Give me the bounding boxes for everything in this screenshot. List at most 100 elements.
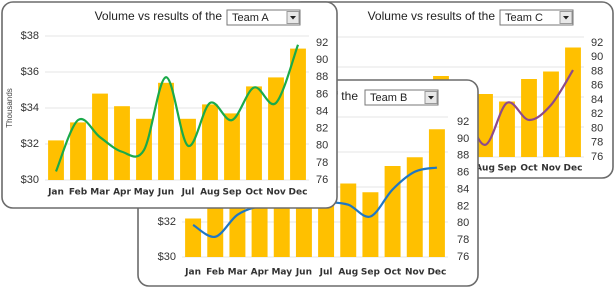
x-tick-label: Jan — [184, 268, 201, 278]
x-tick-label: Mar — [90, 188, 110, 198]
y2-tick-label: 92 — [457, 116, 469, 128]
y-tick-label: $38 — [21, 30, 39, 42]
x-tick-label: Sep — [361, 268, 381, 278]
x-tick-label: Jun — [157, 188, 174, 198]
y2-tick-label: 84 — [316, 105, 328, 117]
dropdown-value[interactable]: Team A — [232, 12, 269, 24]
volume-bar — [384, 166, 401, 257]
x-tick-label: Dec — [289, 188, 308, 198]
x-tick-label: Dec — [427, 268, 446, 278]
x-tick-label: Jun — [295, 268, 312, 278]
y-tick-label: $30 — [21, 174, 39, 186]
dropdown-arrow[interactable] — [428, 96, 434, 100]
volume-bar — [70, 122, 86, 180]
y2-tick-label: 90 — [591, 51, 603, 63]
volume-bar — [428, 129, 445, 257]
x-tick-label: Jan — [47, 188, 64, 198]
y2-tick-label: 76 — [457, 251, 469, 263]
y2-tick-label: 88 — [457, 150, 469, 162]
y-tick-label: $36 — [21, 66, 39, 78]
chart-panel: Volume vs results of the Team A $30 $32 $34 $… — [1, 1, 338, 209]
volume-bar — [477, 94, 493, 157]
x-tick-label: Jul — [181, 188, 195, 198]
x-tick-label: Oct — [245, 188, 263, 198]
y2-tick-label: 84 — [591, 94, 603, 106]
volume-bar — [224, 113, 240, 180]
y-tick-label: $32 — [158, 216, 176, 228]
y2-tick-label: 78 — [591, 137, 603, 149]
y2-tick-label: 86 — [316, 88, 328, 100]
x-tick-label: Feb — [69, 188, 88, 198]
team-dropdown[interactable]: Team A — [226, 9, 301, 26]
y2-tick-label: 80 — [316, 140, 328, 152]
chart-title: Volume vs results of the — [95, 9, 223, 23]
x-tick-label: Nov — [541, 164, 561, 174]
team-dropdown[interactable]: Team C — [499, 9, 574, 26]
y2-tick-label: 82 — [591, 108, 603, 120]
y2-tick-label: 92 — [591, 37, 603, 49]
dropdown-value[interactable]: Team C — [505, 12, 543, 24]
volume-bar — [246, 86, 262, 180]
dropdown-box[interactable] — [364, 89, 439, 106]
volume-bar — [565, 47, 581, 157]
y2-tick-label: 76 — [316, 174, 328, 186]
volume-bar — [185, 218, 202, 257]
y2-tick-label: 82 — [316, 123, 328, 135]
volume-bar — [406, 157, 423, 257]
x-tick-label: Apr — [113, 188, 131, 198]
result-line — [54, 44, 300, 172]
volume-bar — [318, 197, 335, 257]
y2-tick-label: 80 — [591, 122, 603, 134]
volume-bar — [543, 71, 559, 157]
team-dropdown[interactable]: Team B — [364, 89, 439, 106]
x-tick-label: Aug — [200, 188, 220, 198]
volume-bar — [202, 104, 218, 180]
volume-bar — [207, 201, 224, 257]
volume-bar — [499, 101, 515, 157]
dropdown-arrow[interactable] — [563, 16, 569, 20]
chart-title: Volume vs results of the — [368, 9, 496, 23]
volume-bar — [362, 192, 379, 257]
y2-tick-label: 82 — [457, 200, 469, 212]
volume-bar — [48, 140, 64, 180]
x-tick-label: May — [271, 268, 292, 278]
y-axis-title: Thousands — [5, 88, 14, 128]
y-tick-label: $32 — [21, 138, 39, 150]
x-tick-label: Jul — [319, 268, 333, 278]
x-tick-label: Aug — [475, 164, 495, 174]
x-tick-label: Mar — [228, 268, 248, 278]
x-tick-label: May — [134, 188, 155, 198]
x-tick-label: Sep — [497, 164, 517, 174]
dropdown-box[interactable] — [499, 9, 574, 26]
dropdown-box[interactable] — [226, 9, 301, 26]
x-tick-label: Dec — [564, 164, 583, 174]
x-tick-label: Nov — [266, 188, 286, 198]
y2-tick-label: 88 — [316, 71, 328, 83]
y2-tick-label: 92 — [316, 37, 328, 49]
x-tick-label: Oct — [520, 164, 538, 174]
y2-tick-label: 90 — [457, 133, 469, 145]
y-tick-label: $34 — [21, 102, 39, 114]
x-tick-label: Aug — [338, 268, 358, 278]
y2-tick-label: 90 — [316, 54, 328, 66]
volume-bar — [521, 79, 537, 157]
x-tick-label: Feb — [206, 268, 225, 278]
volume-bar — [180, 118, 196, 180]
volume-bar — [290, 48, 306, 180]
y2-tick-label: 80 — [457, 217, 469, 229]
volume-bar — [340, 183, 357, 257]
y2-tick-label: 78 — [457, 234, 469, 246]
y2-tick-label: 86 — [591, 80, 603, 92]
x-tick-label: Oct — [384, 268, 402, 278]
x-tick-label: Nov — [405, 268, 425, 278]
y2-tick-label: 84 — [457, 183, 469, 195]
volume-bar — [158, 82, 174, 180]
y-tick-label: $30 — [158, 251, 176, 263]
y2-tick-label: 78 — [316, 157, 328, 169]
y2-tick-label: 88 — [591, 65, 603, 77]
y2-tick-label: 76 — [591, 151, 603, 163]
x-tick-label: Sep — [222, 188, 242, 198]
dropdown-arrow[interactable] — [290, 16, 296, 20]
dropdown-value[interactable]: Team B — [370, 92, 407, 104]
